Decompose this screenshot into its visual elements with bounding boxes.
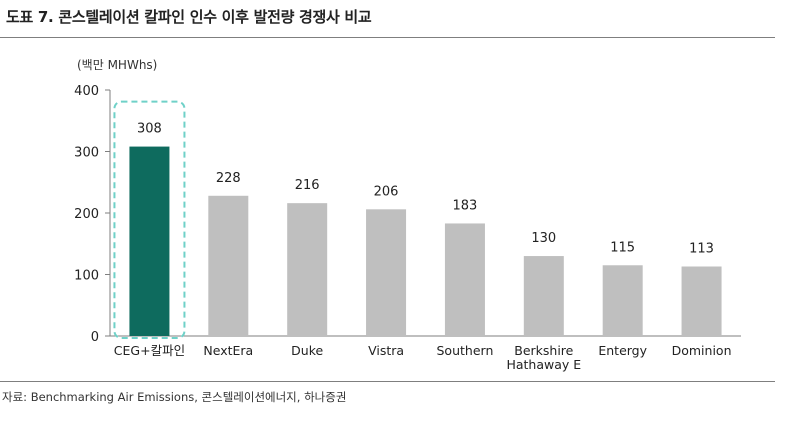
bar-value-label: 228: [216, 171, 241, 186]
bar-5: [444, 223, 485, 336]
bar-value-label: 308: [137, 122, 162, 137]
x-category-label: NextEra: [203, 343, 253, 358]
y-axis-unit-label: (백만 MHWhs): [77, 58, 158, 72]
title-divider: [0, 37, 775, 38]
source-divider: [0, 381, 775, 382]
x-category-label: CEG+칼파인: [114, 343, 185, 358]
y-tick-label: 0: [91, 330, 99, 345]
x-category-label: Entergy: [598, 343, 647, 358]
bar-1: [129, 146, 170, 336]
y-tick-label: 100: [74, 269, 99, 284]
bar-value-label: 206: [374, 184, 399, 199]
x-category-label: Dominion: [672, 343, 732, 358]
y-tick-label: 200: [74, 207, 99, 222]
bar-value-label: 115: [610, 240, 635, 255]
bar-2: [208, 195, 249, 336]
bar-8: [681, 266, 722, 336]
y-tick-label: 400: [74, 84, 99, 99]
bar-7: [602, 265, 643, 336]
bar-6: [523, 256, 564, 336]
bar-value-label: 130: [531, 231, 556, 246]
bar-4: [366, 209, 407, 336]
source-note: 자료: Benchmarking Air Emissions, 콘스텔레이션에너…: [2, 390, 347, 404]
x-category-label: Duke: [291, 343, 323, 358]
bar-3: [287, 203, 328, 336]
bar-value-label: 216: [295, 178, 320, 193]
x-category-label: Hathaway E: [506, 357, 581, 372]
x-category-label: Berkshire: [514, 343, 573, 358]
bar-value-label: 113: [689, 242, 714, 257]
x-category-label: Southern: [437, 343, 494, 358]
figure-title: 도표 7. 콘스텔레이션 칼파인 인수 이후 발전량 경쟁사 비교: [6, 8, 372, 26]
x-category-label: Vistra: [368, 343, 404, 358]
y-tick-label: 300: [74, 146, 99, 161]
bar-value-label: 183: [453, 198, 478, 213]
